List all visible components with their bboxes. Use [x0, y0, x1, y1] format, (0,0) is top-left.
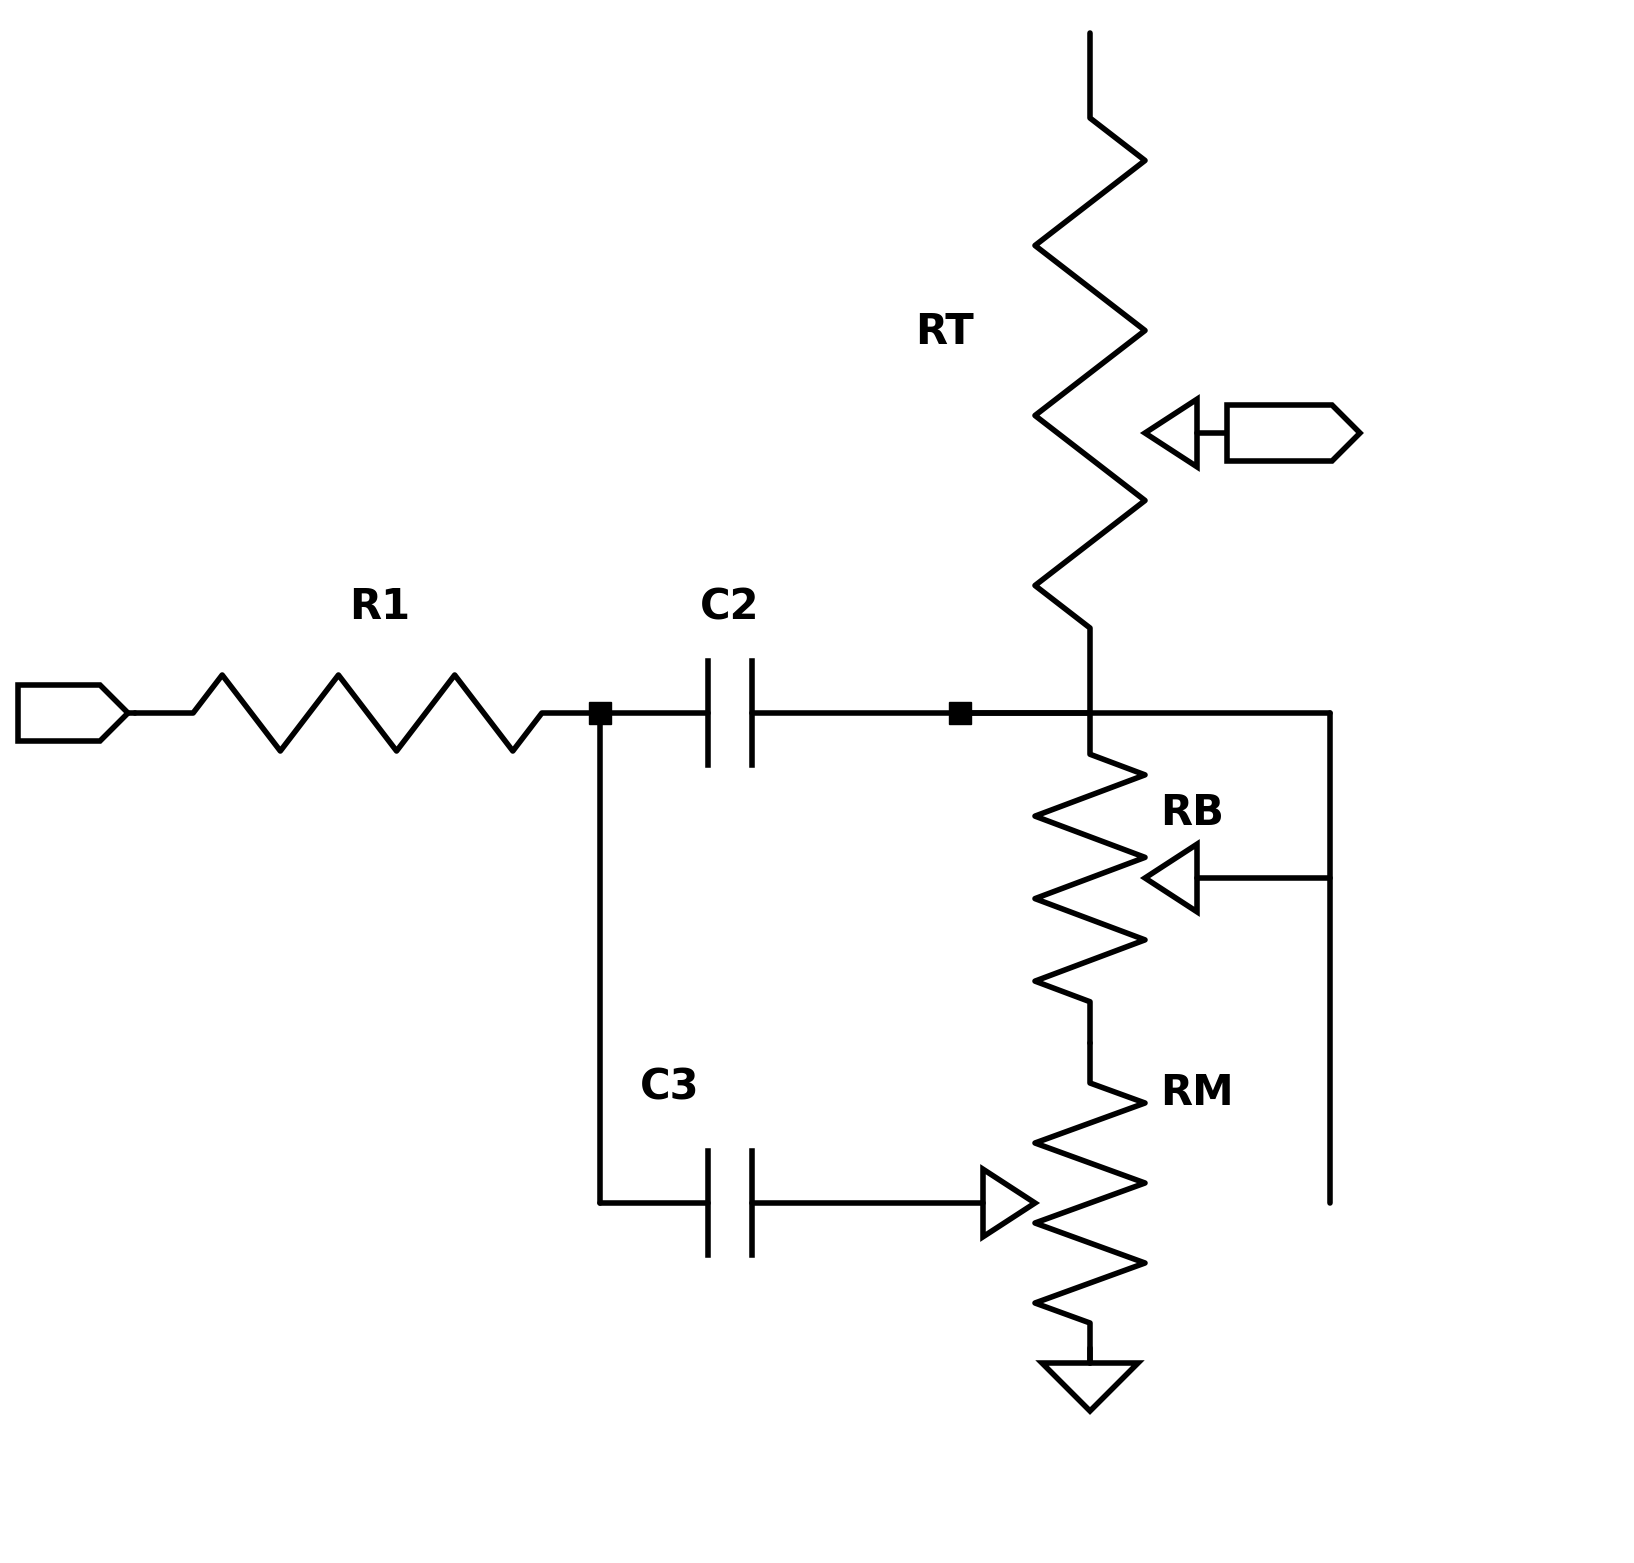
Text: RM: RM — [1160, 1072, 1234, 1114]
Text: in: in — [28, 694, 69, 731]
Text: out: out — [1237, 414, 1310, 452]
Text: RT: RT — [915, 311, 974, 353]
Text: C2: C2 — [701, 586, 760, 628]
Polygon shape — [1227, 405, 1359, 461]
Bar — [588, 702, 611, 724]
Text: RB: RB — [1160, 792, 1224, 835]
Bar — [949, 702, 971, 724]
Text: R1: R1 — [350, 586, 410, 628]
Polygon shape — [18, 685, 127, 741]
Text: C3: C3 — [641, 1066, 699, 1108]
